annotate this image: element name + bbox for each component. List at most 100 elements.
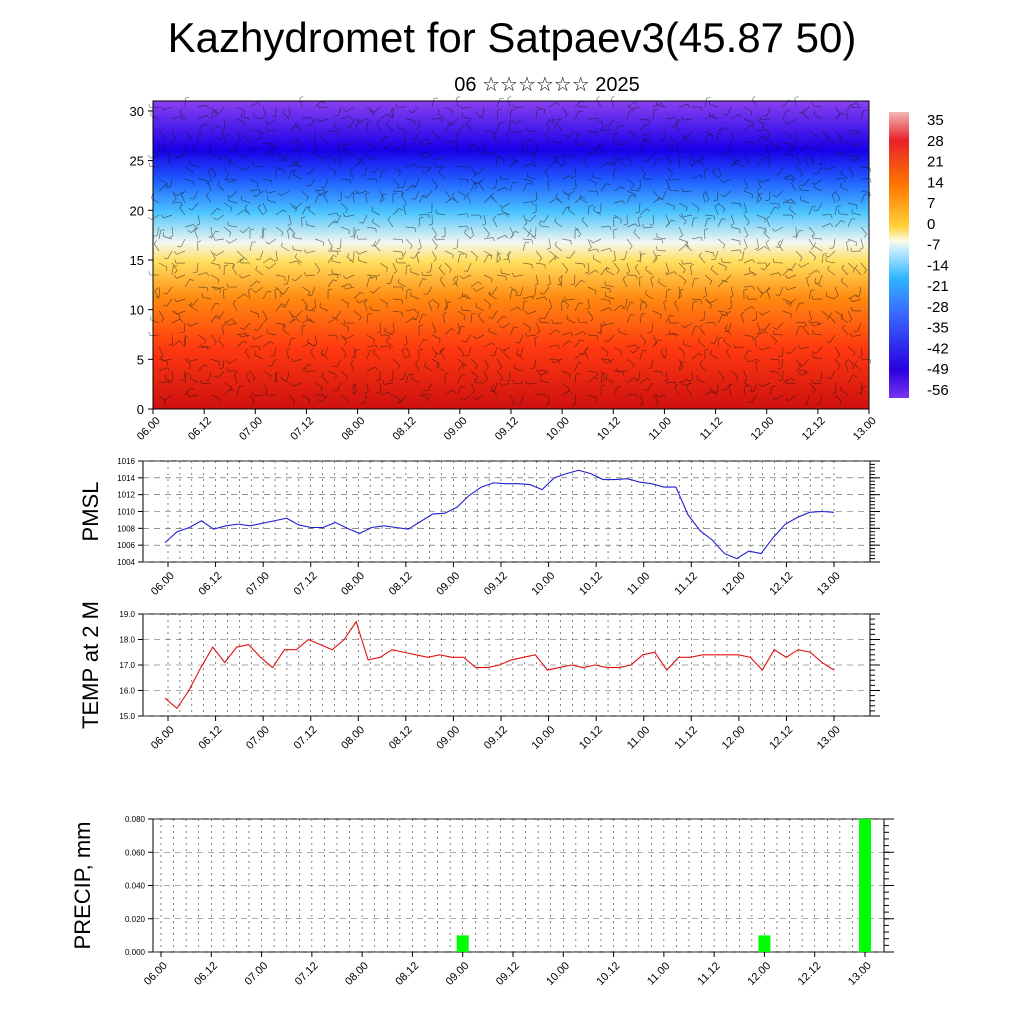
y-tick-label: 15.0 bbox=[119, 712, 135, 721]
wind-barb bbox=[462, 309, 472, 312]
wind-barb-flag bbox=[442, 312, 447, 315]
wind-barb-flag bbox=[525, 380, 528, 385]
wind-barb-flag bbox=[191, 171, 193, 176]
wind-barb bbox=[177, 190, 186, 197]
wind-barb bbox=[266, 130, 277, 132]
wind-barb bbox=[444, 302, 448, 312]
wind-barb-flag bbox=[674, 117, 677, 122]
wind-barb bbox=[444, 250, 454, 255]
wind-barb bbox=[709, 390, 719, 396]
wind-barb-flag bbox=[205, 192, 210, 196]
x-tick-label: 07.12 bbox=[288, 415, 316, 443]
wind-barb bbox=[262, 178, 272, 182]
wind-barb-flag bbox=[299, 95, 304, 99]
wind-barb bbox=[405, 163, 415, 168]
wind-barb-flag bbox=[205, 114, 209, 119]
wind-barb-flag bbox=[473, 378, 476, 383]
wind-barb bbox=[638, 278, 641, 288]
wind-barb-flag bbox=[609, 226, 612, 231]
wind-barb-flag bbox=[212, 286, 216, 290]
wind-barb-flag bbox=[161, 356, 164, 361]
wind-barb bbox=[782, 377, 791, 384]
wind-barb-flag bbox=[267, 290, 272, 293]
wind-barb bbox=[768, 190, 771, 201]
wind-barb-flag bbox=[762, 135, 767, 138]
wind-barb bbox=[803, 327, 810, 336]
wind-barb bbox=[229, 358, 238, 364]
wind-barb-flag bbox=[569, 374, 571, 379]
wind-barb bbox=[274, 374, 277, 384]
wind-barb bbox=[781, 346, 784, 357]
wind-barb bbox=[756, 286, 763, 295]
wind-barbs bbox=[147, 95, 872, 407]
wind-barb-flag bbox=[536, 330, 541, 334]
wind-barb-flag bbox=[636, 187, 641, 190]
wind-barb-flag bbox=[357, 122, 362, 124]
wind-barb bbox=[281, 378, 290, 384]
wind-barb-flag bbox=[174, 192, 178, 196]
wind-barb-flag bbox=[539, 221, 541, 226]
wind-barb-flag bbox=[173, 154, 177, 158]
wind-barb bbox=[826, 260, 836, 264]
wind-barb bbox=[455, 146, 459, 156]
wind-barb bbox=[418, 278, 423, 288]
wind-barb bbox=[271, 142, 277, 152]
wind-barb bbox=[167, 250, 173, 260]
x-tick-label: 13.00 bbox=[851, 415, 879, 443]
wind-barb-flag bbox=[740, 311, 745, 315]
wind-barb-flag bbox=[492, 151, 496, 156]
wind-barb bbox=[808, 154, 815, 163]
wind-barb bbox=[216, 214, 225, 221]
wind-barb-flag bbox=[490, 255, 493, 260]
wind-barb bbox=[548, 250, 557, 257]
wind-barb-flag bbox=[671, 219, 676, 222]
wind-barb-flag bbox=[244, 209, 248, 213]
wind-barb-flag bbox=[632, 364, 635, 369]
wind-barb bbox=[766, 106, 771, 116]
wind-barb bbox=[514, 368, 524, 372]
wind-barb-flag bbox=[453, 140, 457, 145]
wind-barb-flag bbox=[376, 379, 381, 382]
wind-barb bbox=[444, 106, 454, 112]
wind-barb bbox=[431, 322, 437, 332]
wind-barb bbox=[163, 106, 173, 111]
wind-barb bbox=[600, 307, 610, 312]
wind-barb bbox=[223, 226, 232, 233]
wind-barb-flag bbox=[754, 335, 759, 339]
wind-barb bbox=[812, 382, 823, 385]
wind-barb-flag bbox=[785, 398, 790, 402]
wind-barb-flag bbox=[657, 254, 662, 257]
wind-barb-flag bbox=[721, 218, 726, 220]
wind-barb-flag bbox=[661, 372, 663, 377]
wind-barb-flag bbox=[581, 216, 585, 221]
wind-barb-flag bbox=[342, 275, 347, 279]
wind-barb-flag bbox=[798, 344, 801, 349]
wind-barb-flag bbox=[616, 141, 619, 146]
wind-barb bbox=[197, 272, 207, 276]
wind-barb-flag bbox=[564, 134, 569, 138]
wind-barb-flag bbox=[273, 259, 278, 262]
wind-barb bbox=[704, 190, 710, 200]
wind-barb-flag bbox=[575, 228, 580, 231]
wind-barb bbox=[742, 250, 745, 260]
wind-barb-flag bbox=[256, 183, 259, 188]
wind-barb-flag bbox=[850, 247, 853, 252]
wind-barb bbox=[633, 346, 641, 354]
wind-barb bbox=[483, 342, 493, 348]
wind-barb bbox=[854, 267, 862, 276]
colorbar-label: -35 bbox=[927, 320, 949, 337]
wind-barb-flag bbox=[826, 316, 830, 321]
wind-barb-flag bbox=[281, 306, 286, 308]
wind-barb-flag bbox=[721, 388, 726, 391]
wind-barb bbox=[401, 350, 407, 360]
wind-barb-flag bbox=[817, 321, 820, 326]
wind-barb-flag bbox=[634, 134, 636, 139]
wind-barb-flag bbox=[439, 338, 441, 343]
wind-barb bbox=[652, 158, 658, 168]
wind-barb bbox=[363, 394, 368, 404]
wind-barb bbox=[743, 118, 753, 123]
wind-barb-flag bbox=[817, 379, 822, 381]
wind-barb bbox=[743, 214, 750, 223]
wind-barb-flag bbox=[763, 228, 767, 233]
wind-barb-flag bbox=[813, 110, 816, 115]
